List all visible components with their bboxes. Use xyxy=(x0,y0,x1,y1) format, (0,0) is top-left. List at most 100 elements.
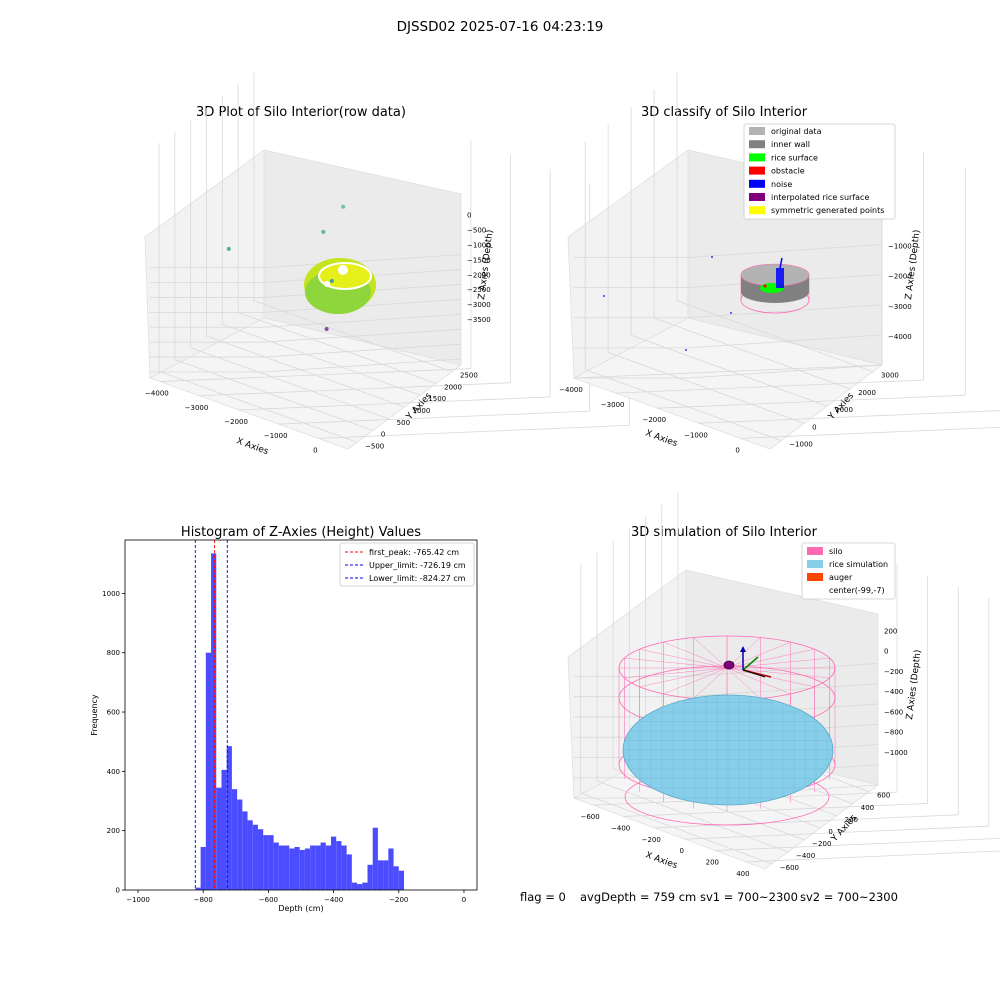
legend-swatch xyxy=(749,153,765,162)
noise-point xyxy=(685,349,687,351)
legend-swatch xyxy=(749,166,765,175)
obstacle-point xyxy=(763,284,767,288)
tick-label-z: −4000 xyxy=(888,333,912,341)
grid-line-x xyxy=(684,825,989,840)
tick-label-y: 400 xyxy=(107,768,120,776)
status-avg-depth: avgDepth = 759 cm xyxy=(580,890,696,904)
histogram-bar xyxy=(310,845,316,890)
tick-label-y: −200 xyxy=(812,840,831,848)
legend-swatch xyxy=(807,547,823,555)
histogram-bar xyxy=(362,882,368,890)
pane-floor xyxy=(149,317,462,450)
auger-axis-y xyxy=(742,656,759,671)
grid-line-z xyxy=(685,663,879,677)
histogram-bar xyxy=(289,848,295,890)
histogram-bar xyxy=(388,848,394,890)
histogram-bar xyxy=(268,835,274,890)
noise-spike xyxy=(779,257,783,269)
panel-histogram: Histogram of Z-Axies (Height) Values −10… xyxy=(90,525,478,913)
legend-frame xyxy=(339,542,475,587)
histogram-bar xyxy=(252,824,258,890)
histogram-bar xyxy=(273,842,279,890)
tick-label-z: −500 xyxy=(467,227,486,235)
tick-label-y: 2000 xyxy=(858,389,876,397)
tick-label-z: 0 xyxy=(884,648,888,656)
legend-swatch xyxy=(749,193,765,201)
panel-raw-title: 3D Plot of Silo Interior(row data) xyxy=(196,105,406,120)
histogram-bar xyxy=(237,799,243,890)
noise-point xyxy=(711,256,713,258)
legend-label: center(-99,-7) xyxy=(829,586,885,595)
legend-label: rice simulation xyxy=(829,560,888,569)
histogram-bar xyxy=(231,789,238,890)
axis-label-z: Z Axies (Depth) xyxy=(477,229,496,300)
raw-outlier-point xyxy=(226,246,231,251)
classified-point-cloud xyxy=(603,256,810,351)
tick-label-z: −3000 xyxy=(888,303,912,311)
legend-label: Upper_limit: -726.19 cm xyxy=(369,561,466,570)
rice-simulation-mesh xyxy=(623,695,833,805)
grid-line-y xyxy=(580,792,772,865)
tick-label-z: −3000 xyxy=(467,301,491,309)
histogram-bar xyxy=(315,845,321,890)
tick-label-x: 0 xyxy=(313,446,317,454)
status-sv2: sv2 = 700~2300 xyxy=(800,890,898,904)
grid-line-y xyxy=(676,300,874,373)
grid-line-x xyxy=(715,837,1000,851)
histogram-title: Histogram of Z-Axies (Height) Values xyxy=(181,525,421,540)
tick-label-x: 0 xyxy=(680,847,684,855)
tick-label-z: −200 xyxy=(884,668,903,676)
silo-wire xyxy=(639,648,728,669)
grid-line-y xyxy=(585,369,782,441)
legend-swatch xyxy=(807,573,823,581)
legend-swatch xyxy=(749,140,765,149)
silo-wire xyxy=(726,641,791,669)
grid-line-z xyxy=(263,328,462,343)
histogram-bar xyxy=(294,846,300,890)
grid-line-z xyxy=(263,358,462,373)
histogram-bar xyxy=(377,860,384,890)
tick-label-x: −1000 xyxy=(264,432,288,440)
tick-label-y: 0 xyxy=(828,828,832,836)
panel-raw-3d: 3D Plot of Silo Interior(row data) −4000… xyxy=(144,72,630,457)
legend-label: original data xyxy=(771,127,822,136)
grid-line-z xyxy=(687,304,883,319)
legend-swatch xyxy=(749,206,765,215)
grid-line-z xyxy=(687,364,883,379)
point-cloud-highlight xyxy=(324,281,330,287)
axis-label-z: Z Axies (Depth) xyxy=(904,229,923,300)
histogram-bar xyxy=(205,652,212,890)
auger-marker xyxy=(723,646,772,678)
tick-label-x: −200 xyxy=(642,836,661,844)
grid-line-y xyxy=(596,780,789,853)
grid-line-y xyxy=(653,317,851,390)
grid-line-y xyxy=(222,323,421,396)
noise-point xyxy=(603,295,605,297)
grid-line-z xyxy=(263,313,462,328)
tick-label-z: −1000 xyxy=(888,243,912,251)
legend-label: auger xyxy=(829,573,853,582)
legend-label: first_peak: -765.42 cm xyxy=(369,548,459,557)
histogram-bar xyxy=(341,845,347,890)
histogram-bar xyxy=(200,846,206,890)
tick-label-x: −2000 xyxy=(642,416,666,424)
tick-label-x: 200 xyxy=(706,859,719,867)
tick-label-x: −400 xyxy=(611,824,630,832)
raw-outlier-point xyxy=(324,326,329,331)
grid-line-x xyxy=(278,410,590,425)
legend-label: symmetric generated points xyxy=(771,206,884,215)
histogram-bar xyxy=(195,887,201,890)
tick-label-x: −1000 xyxy=(126,896,150,904)
histogram-bar xyxy=(278,845,285,890)
axis-label-y: Frequency xyxy=(90,694,99,736)
silo-wire xyxy=(693,667,728,699)
status-flag: flag = 0 xyxy=(520,890,566,904)
legend-swatch xyxy=(749,127,765,135)
legend-label: Lower_limit: -824.27 cm xyxy=(369,574,466,583)
grid-line-y xyxy=(206,335,405,408)
legend-label: obstacle xyxy=(771,167,805,176)
histogram-bar xyxy=(247,820,253,890)
histogram-bar xyxy=(383,860,389,890)
tick-label-z: −2500 xyxy=(467,286,491,294)
grid-line-x xyxy=(623,803,928,817)
